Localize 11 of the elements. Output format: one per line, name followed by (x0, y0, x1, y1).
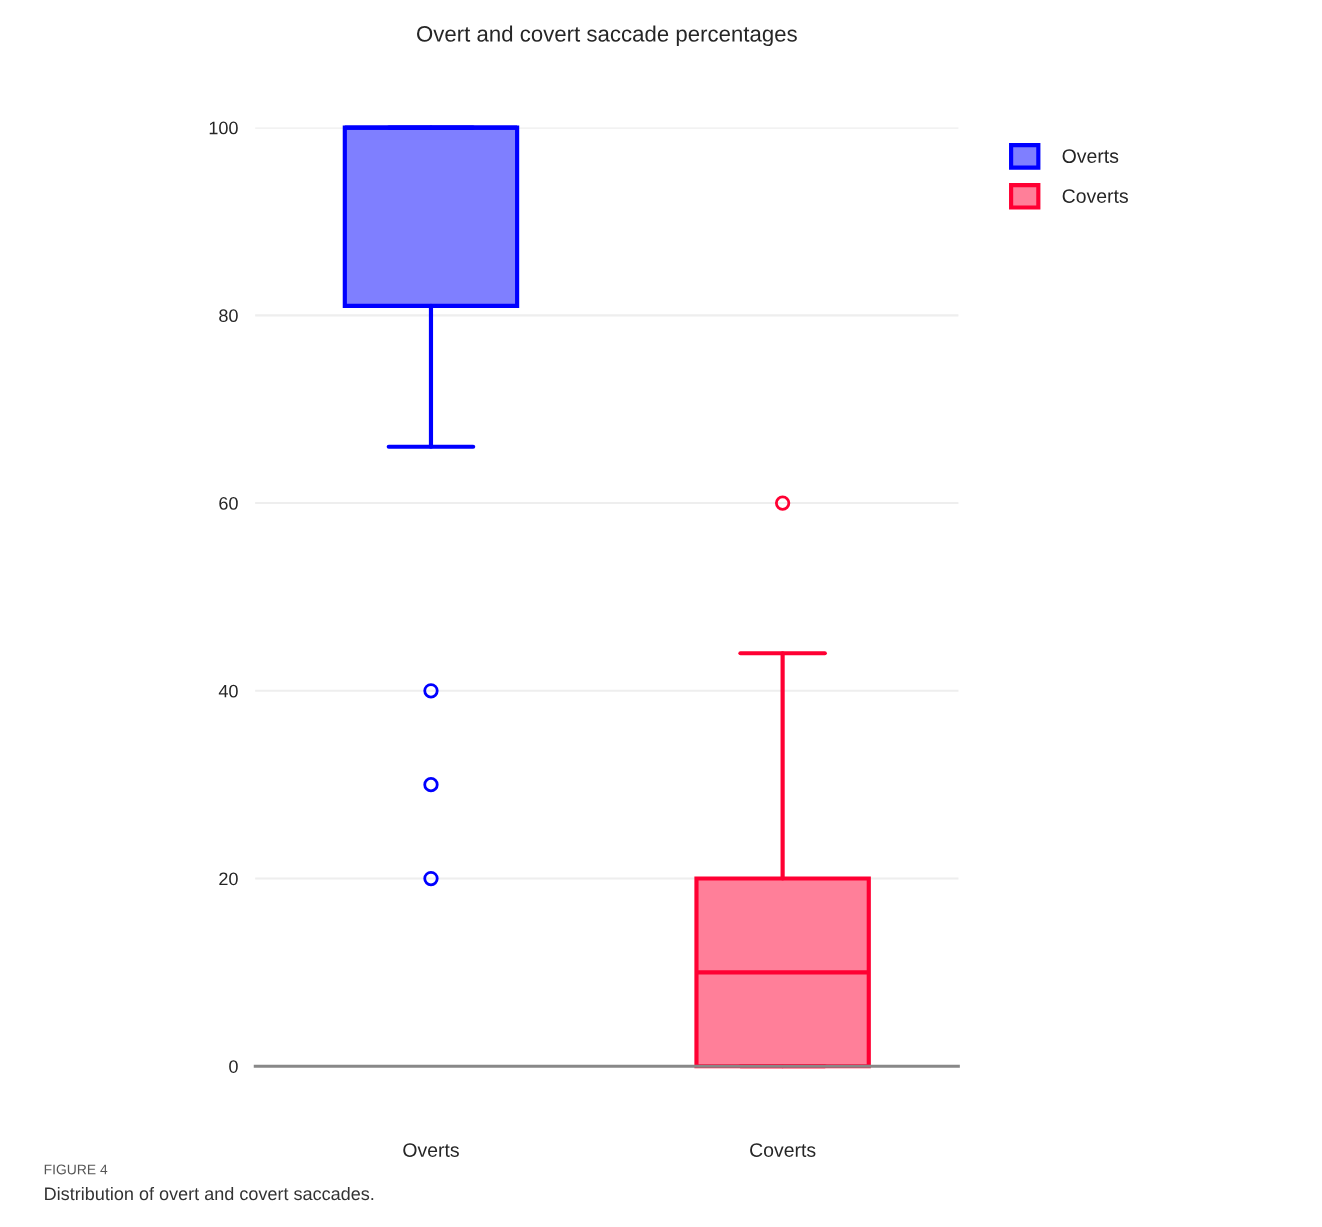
text: Distribution of overt and covert saccades. (45, 1186, 374, 1201)
y-tick-label: 40 (218, 684, 238, 698)
y-tick-label: 80 (219, 309, 238, 323)
caption: FIGURE 4 (44, 1164, 108, 1175)
chart-title: Overt and covert saccade percentages (417, 25, 797, 47)
legend-label: Coverts (1062, 189, 1128, 203)
legend-label: Overts (1062, 149, 1119, 163)
y-tick-label: 0 (229, 1060, 238, 1073)
y-tick-label: 100 (209, 121, 238, 135)
y-tick-label: 60 (219, 497, 238, 510)
y-tick-label: 20 (219, 872, 238, 886)
